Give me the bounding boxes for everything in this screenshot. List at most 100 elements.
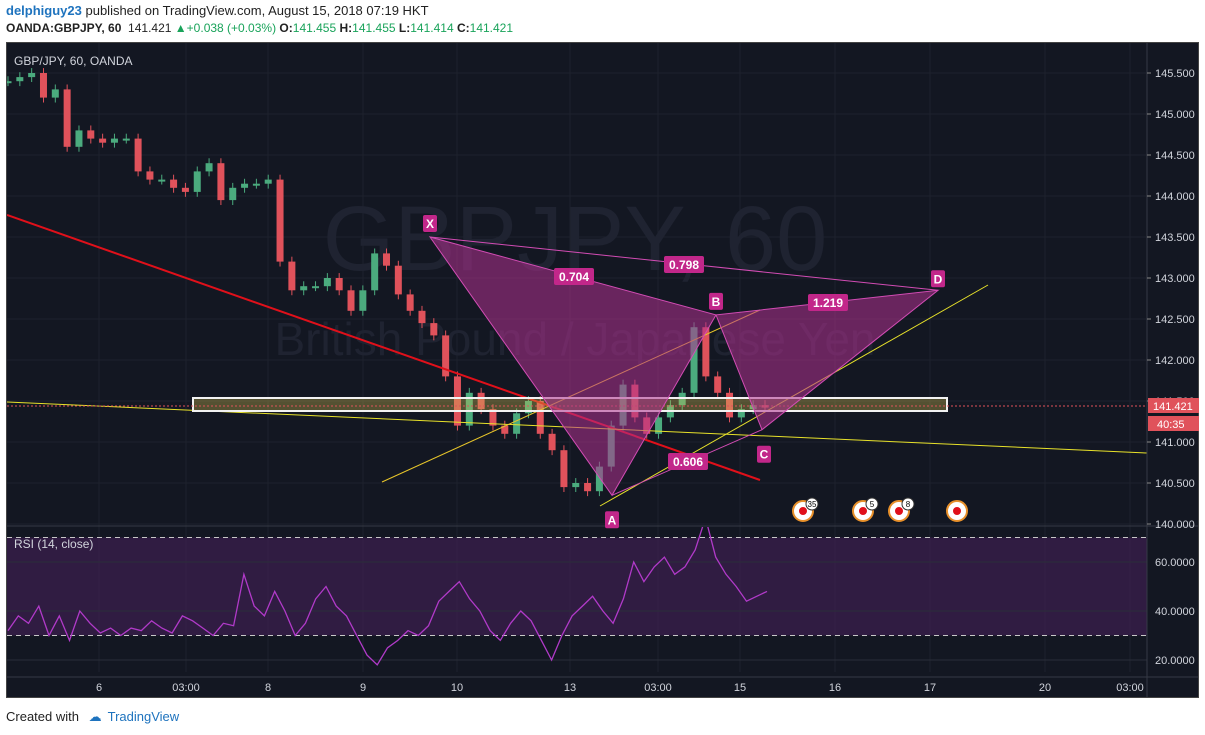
candle-body bbox=[548, 433, 556, 451]
tradingview-cloud-icon: ☁ bbox=[88, 709, 102, 724]
low-value: 141.414 bbox=[410, 21, 454, 35]
price-tick-label: 142.500 bbox=[1155, 314, 1195, 326]
event-count-bg bbox=[805, 497, 819, 511]
point-d-label: D bbox=[931, 270, 945, 288]
candle-body bbox=[726, 392, 734, 418]
candle-body bbox=[714, 376, 722, 393]
candle-body bbox=[737, 409, 745, 418]
tradingview-link[interactable]: TradingView bbox=[107, 709, 180, 724]
candle-body bbox=[193, 171, 201, 192]
candle-body bbox=[383, 253, 390, 266]
time-tick-label: 17 bbox=[924, 682, 936, 694]
point-d-label-text: D bbox=[934, 272, 943, 286]
candle-body bbox=[536, 401, 544, 434]
economic-event-icon: 5 bbox=[852, 497, 879, 522]
rsi-band-fill bbox=[7, 537, 1147, 636]
candle-body bbox=[584, 483, 592, 492]
point-c-label-bg bbox=[757, 445, 771, 463]
candle-body bbox=[572, 483, 580, 488]
up-arrow-icon: ▲ bbox=[174, 21, 187, 35]
candle-body bbox=[146, 171, 154, 180]
price-change: +0.038 (+0.03%) bbox=[186, 21, 277, 35]
point-x-label: X bbox=[423, 215, 437, 232]
event-dot bbox=[895, 507, 903, 515]
rsi-tick-label: 40.0000 bbox=[1155, 606, 1195, 618]
candle-body bbox=[371, 253, 379, 291]
price-tick-label: 144.000 bbox=[1155, 191, 1195, 203]
high-label: H: bbox=[339, 21, 353, 35]
ratio-label: 0.704 bbox=[554, 268, 594, 285]
price-tick-label: 140.500 bbox=[1155, 478, 1195, 490]
event-count: 35 bbox=[808, 500, 817, 509]
candle-body bbox=[702, 327, 710, 377]
event-dot bbox=[953, 507, 961, 515]
event-dot bbox=[859, 507, 867, 515]
last-price-tag bbox=[1148, 398, 1199, 413]
time-tick-label: 15 bbox=[734, 682, 746, 694]
time-tick-label: 8 bbox=[265, 682, 271, 694]
time-tick-label: 10 bbox=[451, 682, 463, 694]
rsi-line bbox=[7, 527, 768, 666]
symbol-info: OANDA:GBPJPY, 60 141.421 ▲+0.038 (+0.03%… bbox=[6, 21, 513, 35]
candle-body bbox=[453, 376, 461, 426]
point-a-label-text: A bbox=[608, 513, 617, 527]
economic-event-icon: 35 bbox=[792, 497, 819, 522]
ratio-label-bg bbox=[664, 256, 704, 273]
rsi-pane bbox=[7, 527, 1147, 666]
candle-body bbox=[264, 179, 272, 184]
price-tick-label: 144.500 bbox=[1155, 150, 1195, 162]
event-count-bg bbox=[865, 497, 879, 511]
publish-info: delphiguy23 published on TradingView.com… bbox=[6, 3, 429, 18]
candle-body bbox=[7, 81, 12, 84]
ratio-label-text: 0.606 bbox=[673, 455, 703, 469]
candle-body bbox=[276, 179, 284, 262]
candle-body bbox=[312, 286, 320, 289]
author-link[interactable]: delphiguy23 bbox=[6, 3, 82, 18]
ratio-label-bg bbox=[808, 294, 848, 311]
ratio-label: 0.606 bbox=[668, 453, 708, 470]
candle-body bbox=[430, 323, 438, 336]
candle-body bbox=[252, 183, 260, 186]
low-label: L: bbox=[398, 21, 411, 35]
candle-body bbox=[16, 77, 24, 82]
candle-body bbox=[513, 413, 521, 434]
candle-body bbox=[229, 187, 237, 201]
price-tick-label: 145.500 bbox=[1155, 68, 1195, 80]
price-tick-label: 140.000 bbox=[1155, 519, 1195, 531]
candle-body bbox=[63, 89, 71, 147]
ratio-label-bg bbox=[668, 453, 708, 470]
candle-body bbox=[39, 73, 47, 98]
ratio-label-text: 0.798 bbox=[669, 258, 699, 272]
economic-event-icon bbox=[946, 500, 968, 522]
event-count: 5 bbox=[870, 500, 875, 509]
price-tick-label: 142.000 bbox=[1155, 355, 1195, 367]
candle-body bbox=[595, 466, 603, 492]
price-tick-label: 145.000 bbox=[1155, 109, 1195, 121]
candle-body bbox=[134, 138, 142, 172]
ratio-label: 1.219 bbox=[808, 294, 848, 311]
candle-body bbox=[300, 286, 308, 291]
candle-body bbox=[158, 179, 166, 182]
candle-body bbox=[501, 425, 509, 434]
last-price-tag-text: 141.421 bbox=[1153, 401, 1193, 413]
ratio-label-text: 1.219 bbox=[813, 296, 843, 310]
footer: Created with ☁ TradingView bbox=[6, 709, 179, 725]
open-label: O: bbox=[279, 21, 293, 35]
event-count: 8 bbox=[906, 500, 911, 509]
point-a-label: A bbox=[605, 511, 619, 529]
candle-body bbox=[122, 138, 130, 141]
time-tick-label: 03:00 bbox=[1116, 682, 1144, 694]
candle-body bbox=[288, 261, 296, 291]
candle-body bbox=[241, 183, 249, 188]
candle-body bbox=[524, 401, 532, 414]
rsi-pane-title: RSI (14, close) bbox=[14, 537, 93, 551]
ratio-label-text: 0.704 bbox=[559, 270, 589, 284]
candle-body bbox=[489, 409, 497, 426]
candle-body bbox=[110, 138, 118, 143]
time-tick-label: 6 bbox=[96, 682, 102, 694]
symbol-name: OANDA:GBPJPY, 60 bbox=[6, 21, 122, 35]
time-tick-label: 9 bbox=[360, 682, 366, 694]
candle-body bbox=[335, 278, 343, 291]
point-x-label-bg bbox=[423, 215, 437, 232]
